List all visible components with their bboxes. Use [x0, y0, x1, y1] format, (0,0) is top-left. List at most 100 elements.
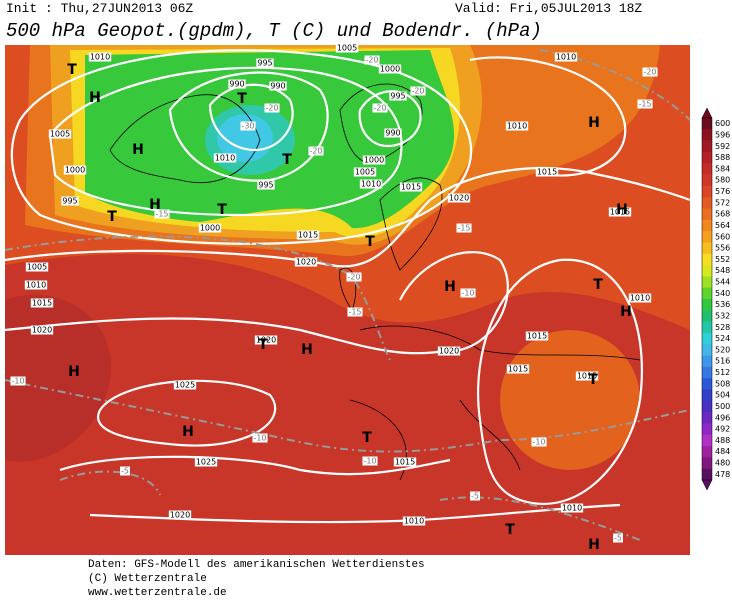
colorbar-label: 478: [715, 470, 730, 479]
colorbar-label: 540: [715, 289, 730, 298]
contour-label-box: [194, 457, 218, 467]
colorbar-segment: [702, 253, 712, 266]
pressure-center: T: [588, 372, 598, 388]
temperature-label: -20: [347, 273, 360, 282]
isobar: [469, 56, 627, 177]
pressure-center: T: [505, 522, 515, 538]
pressure-center: T: [593, 277, 603, 293]
colorbar-segment: [702, 434, 712, 447]
pressure-center: H: [444, 279, 456, 295]
contour-label-box: [525, 331, 549, 341]
contour-label-box: [168, 510, 192, 520]
temperature-label: -15: [155, 210, 168, 219]
footer-source: Daten: GFS-Modell des amerikanischen Wet…: [88, 559, 425, 571]
contour-label: 1015: [298, 231, 318, 240]
colorbar-label: 596: [715, 130, 730, 139]
temperature-label-box: [240, 121, 256, 131]
colorbar-label: 560: [715, 232, 730, 241]
pressure-center: H: [301, 342, 313, 358]
temperature-label: -15: [457, 224, 470, 233]
contour-label: 995: [257, 59, 272, 68]
contour-label-box: [535, 167, 559, 177]
contour-label-box: [24, 280, 48, 290]
temperature-label-box: [346, 272, 362, 282]
colorbar-segment: [702, 163, 712, 175]
temperature-label-box: [460, 288, 476, 298]
pressure-center: H: [588, 115, 600, 131]
contour-label-box: [198, 223, 222, 233]
contour-label-box: [359, 179, 383, 189]
footer-copyright: (C) Wetterzentrale: [88, 573, 207, 585]
pressure-center: T: [282, 152, 292, 168]
contour-label-box: [61, 196, 79, 206]
contour-label: 1000: [380, 65, 400, 74]
contour-label-box: [560, 503, 584, 513]
footer-url: www.wetterzentrale.de: [88, 587, 227, 599]
colorbar-segment: [702, 276, 712, 288]
contour-label: 1010: [26, 281, 46, 290]
temperature-label-box: [372, 103, 388, 113]
contour-label-box: [213, 153, 237, 163]
colorbar-segment: [702, 231, 712, 243]
pressure-center: T: [217, 202, 227, 218]
coastline: [349, 325, 641, 481]
colorbar-label: 508: [715, 379, 730, 388]
map-labels: 1010 995 990 990 1005 1000 995 990 1010 1010 1015 1…: [10, 43, 658, 553]
temperature-label: -15: [638, 100, 651, 109]
temperature-label-box: [347, 307, 363, 317]
colorbar-label: 524: [715, 334, 730, 343]
pressure-center: T: [67, 62, 77, 78]
temperature-label: -10: [253, 434, 266, 443]
temperature-label-box: [531, 437, 547, 447]
colorbar-segment: [702, 412, 712, 424]
contour-label-box: [575, 371, 599, 381]
contour-label-box: [228, 79, 246, 89]
temperature-label-box: [642, 67, 658, 77]
contour-label-box: [505, 121, 529, 131]
isobar: [4, 167, 691, 268]
pressure-center: H: [588, 537, 600, 553]
pressure-center: H: [182, 424, 194, 440]
colorbar-segment: [702, 265, 712, 277]
temperature-label: -10: [363, 457, 376, 466]
pressure-center: T: [362, 430, 372, 446]
pressure-center: H: [616, 202, 628, 218]
colorbar-segment: [702, 400, 712, 413]
contour-label: 1025: [175, 381, 195, 390]
temperature-label-box: [613, 533, 623, 543]
pressure-center: T: [237, 91, 247, 107]
contour-label: 1015: [401, 183, 421, 192]
colorbar-label: 544: [715, 278, 730, 287]
temperature-label-box: [362, 456, 378, 466]
colorbar-label: 572: [715, 198, 730, 207]
contour-label: 1010: [630, 294, 650, 303]
contour-label: 1015: [610, 208, 630, 217]
contour-label: 1015: [395, 458, 415, 467]
contour-label: 1005: [337, 44, 357, 53]
contour-label: 1015: [32, 299, 52, 308]
colorbar-segment: [702, 299, 712, 311]
contour-label-box: [378, 64, 402, 74]
colorbar-label: 488: [715, 436, 730, 445]
colorbar-segment: [702, 151, 712, 164]
coastline: [379, 177, 443, 271]
temperature-label: -20: [365, 56, 378, 65]
colorbar-label: 480: [715, 459, 730, 468]
temperature-label: -5: [121, 467, 129, 476]
contour-label: 995: [258, 181, 273, 190]
isobar: [399, 251, 509, 352]
contour-label: 1020: [256, 336, 276, 345]
temperature-label: -10: [11, 377, 24, 386]
temperature-label: -20: [411, 87, 424, 96]
isobar: [59, 455, 451, 476]
contour-label-box: [173, 380, 197, 390]
contour-label: 1020: [170, 511, 190, 520]
colorbar: 600 596 592 588 584 580 576 572 568 564 560 556 552 5…: [701, 107, 730, 491]
colorbar-segment: [702, 457, 712, 469]
temperature-label-box: [308, 146, 324, 156]
colorbar-label: 484: [715, 447, 730, 456]
contour-label: 995: [62, 197, 77, 206]
contour-label-box: [554, 52, 578, 62]
colorbar-segment: [702, 174, 712, 187]
temperature-label: -20: [309, 147, 322, 156]
